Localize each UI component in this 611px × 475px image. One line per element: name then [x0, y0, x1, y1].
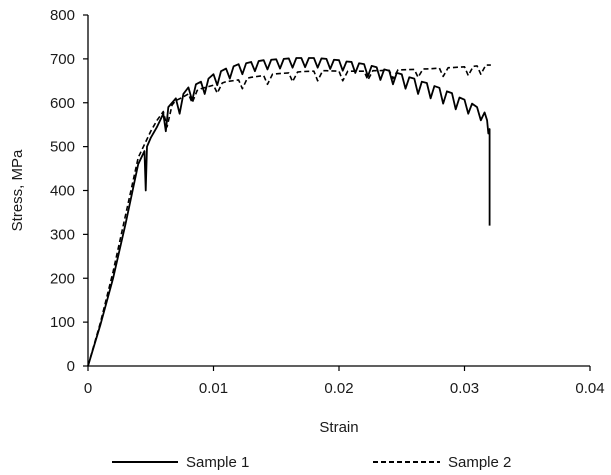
legend-item-1: Sample 1 [112, 454, 249, 471]
y-tick-label: 600 [50, 95, 75, 112]
y-tick-label: 200 [50, 270, 75, 287]
x-tick-label: 0.04 [575, 380, 604, 397]
x-tick-label: 0.02 [324, 380, 353, 397]
y-axis-title: Stress, MPa [9, 149, 26, 231]
axes [88, 15, 590, 366]
x-axis-ticks: 0 0.01 0.02 0.03 0.04 [84, 366, 605, 397]
legend: Sample 1 Sample 2 [112, 454, 511, 471]
y-tick-label: 800 [50, 7, 75, 24]
legend-label: Sample 2 [448, 454, 511, 471]
legend-item-2: Sample 2 [373, 454, 511, 471]
y-tick-label: 700 [50, 51, 75, 68]
x-tick-label: 0.03 [450, 380, 479, 397]
x-tick-label: 0.01 [199, 380, 228, 397]
y-tick-label: 100 [50, 314, 75, 331]
series-line-1 [88, 58, 490, 366]
legend-label: Sample 1 [186, 454, 249, 471]
x-axis-title: Strain [319, 419, 358, 436]
y-tick-label: 500 [50, 139, 75, 156]
series-layer [88, 58, 491, 366]
series-line-2 [88, 65, 491, 366]
y-tick-label: 300 [50, 226, 75, 243]
y-tick-label: 0 [67, 358, 75, 375]
y-tick-label: 400 [50, 183, 75, 200]
y-axis-ticks: 0 100 200 300 400 500 600 700 800 [50, 7, 88, 375]
x-tick-label: 0 [84, 380, 92, 397]
